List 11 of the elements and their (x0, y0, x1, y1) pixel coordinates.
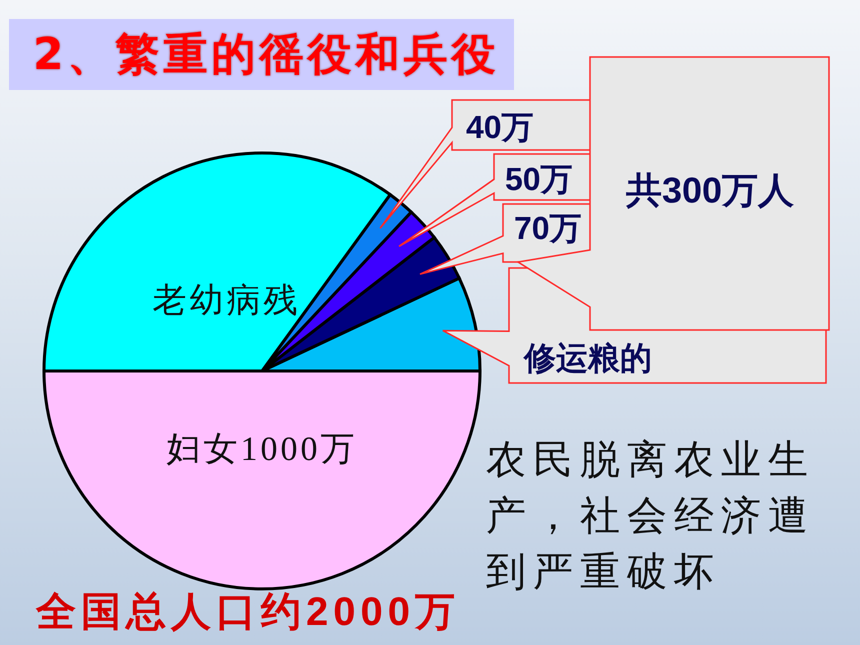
data-label: 50万 (505, 161, 573, 197)
title-banner: 2、繁重的徭役和兵役 (9, 19, 514, 90)
slice-label: 老幼病残 (152, 282, 300, 320)
data-label: 70万 (514, 210, 582, 246)
text: 共300万人 (624, 170, 794, 210)
slice-label: 妇女1000万 (166, 430, 358, 468)
slice-label: 修运粮的 (523, 340, 652, 376)
text: 农民脱离农业生产，社会经济遭到严重破坏 (486, 436, 816, 597)
text: 全国总人口约2000万 (36, 590, 460, 634)
data-label: 40万 (466, 109, 534, 145)
chart-title: 2、繁重的徭役和兵役 (33, 28, 500, 82)
